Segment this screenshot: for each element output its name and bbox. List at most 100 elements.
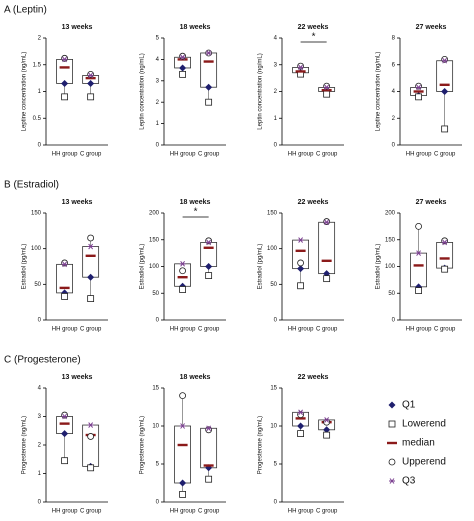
y-tick-label: 2 bbox=[156, 100, 160, 106]
median-marker bbox=[177, 443, 188, 447]
q1-marker bbox=[87, 79, 95, 87]
y-tick-label: 100 bbox=[149, 264, 160, 270]
box bbox=[56, 59, 73, 84]
median-marker bbox=[387, 441, 397, 445]
y-tick-label: 50 bbox=[270, 282, 277, 288]
q3-marker bbox=[441, 57, 448, 64]
box bbox=[200, 242, 218, 267]
q1-marker bbox=[205, 83, 213, 91]
q3-marker bbox=[323, 84, 330, 91]
x-tick-label: HH group bbox=[170, 152, 196, 158]
y-tick-label: 5 bbox=[156, 36, 160, 42]
upperend-marker bbox=[179, 267, 187, 275]
x-tick-label: C group bbox=[316, 152, 338, 158]
y-axis-label: Estradiol (pg/mL) bbox=[376, 244, 382, 290]
y-tick-label: 3 bbox=[38, 414, 42, 420]
chart-title: 27 weeks bbox=[416, 24, 447, 31]
y-tick-label: 2 bbox=[38, 443, 42, 449]
y-tick-label: 8 bbox=[392, 36, 396, 42]
q3-marker bbox=[415, 84, 422, 91]
q3-marker bbox=[87, 422, 94, 428]
box bbox=[200, 427, 218, 469]
median-marker bbox=[295, 249, 306, 253]
chart-title: 13 weeks bbox=[62, 24, 93, 31]
upperend-marker bbox=[87, 234, 95, 242]
x-tick-label: C group bbox=[316, 509, 338, 515]
y-tick-label: 2 bbox=[274, 89, 278, 95]
lowerend-marker bbox=[205, 475, 213, 483]
y-tick-label: 4 bbox=[156, 57, 160, 63]
upperend-marker bbox=[87, 70, 95, 78]
legend-label: Q3 bbox=[402, 476, 416, 487]
box bbox=[436, 60, 454, 92]
legend-label: Q1 bbox=[402, 400, 416, 411]
q3-marker bbox=[61, 413, 68, 420]
median-marker bbox=[321, 259, 332, 262]
box bbox=[82, 424, 100, 467]
y-axis-label: Progesterone (ng/mL) bbox=[258, 416, 264, 474]
box bbox=[436, 242, 454, 269]
x-tick-label: C group bbox=[198, 327, 220, 333]
q3-marker bbox=[179, 54, 186, 61]
median-marker bbox=[85, 76, 96, 80]
median-marker bbox=[439, 83, 450, 87]
lowerend-marker bbox=[61, 93, 68, 101]
median-marker bbox=[177, 276, 188, 279]
q1-marker bbox=[297, 265, 305, 273]
x-tick-label: C group bbox=[434, 327, 456, 333]
section-label: C (Progesterone) bbox=[4, 355, 81, 366]
y-tick-label: 0 bbox=[38, 143, 42, 149]
x-tick-label: HH group bbox=[52, 327, 78, 333]
lowerend-marker bbox=[61, 457, 68, 465]
y-axis-label: Leptin concentration (ng/mL) bbox=[140, 53, 146, 129]
y-tick-label: 100 bbox=[267, 246, 278, 252]
y-tick-label: 1.5 bbox=[33, 62, 42, 68]
x-tick-label: C group bbox=[434, 152, 456, 158]
q3-marker bbox=[61, 56, 68, 63]
chart-title: 22 weeks bbox=[298, 374, 329, 381]
lowerend-marker bbox=[415, 93, 423, 101]
x-tick-label: HH group bbox=[52, 152, 78, 158]
y-tick-label: 50 bbox=[34, 282, 41, 288]
y-tick-label: 0 bbox=[156, 143, 160, 149]
y-tick-label: 1 bbox=[156, 121, 160, 127]
lowerend-marker bbox=[61, 293, 68, 300]
lowerend-marker bbox=[323, 90, 331, 98]
lowerend-marker bbox=[87, 93, 95, 101]
y-axis-label: Leptin concentration (ng/mL) bbox=[258, 53, 264, 129]
y-tick-label: 0 bbox=[156, 318, 160, 324]
y-tick-label: 5 bbox=[274, 462, 278, 468]
lowerend-marker bbox=[441, 125, 449, 133]
y-tick-label: 0 bbox=[274, 500, 278, 506]
legend-label: median bbox=[402, 438, 435, 449]
legend-label: Upperend bbox=[402, 457, 446, 468]
x-tick-label: C group bbox=[80, 327, 102, 333]
upperend-marker bbox=[179, 52, 187, 60]
y-tick-label: 10 bbox=[270, 424, 277, 430]
y-axis-label: Leptine concentration (ng/mL) bbox=[22, 52, 28, 132]
median-marker bbox=[413, 90, 424, 93]
y-tick-label: 200 bbox=[385, 211, 396, 217]
chart-title: 27 weeks bbox=[416, 199, 447, 206]
lowerend-marker bbox=[297, 282, 305, 290]
q3-marker bbox=[415, 250, 422, 256]
y-tick-label: 0 bbox=[392, 143, 396, 149]
lowerend-marker bbox=[179, 70, 187, 78]
lowerend-marker bbox=[323, 431, 331, 439]
y-tick-label: 50 bbox=[152, 291, 159, 297]
y-tick-label: 0 bbox=[274, 318, 278, 324]
x-tick-label: HH group bbox=[170, 327, 196, 333]
x-tick-label: HH group bbox=[170, 509, 196, 515]
upperend-marker bbox=[87, 433, 95, 440]
q3-marker bbox=[179, 423, 186, 429]
lowerend-marker bbox=[415, 287, 423, 294]
lowerend-marker bbox=[323, 275, 331, 283]
y-tick-label: 100 bbox=[385, 264, 396, 270]
box bbox=[174, 425, 192, 484]
box bbox=[318, 221, 336, 275]
q1-marker bbox=[441, 88, 449, 95]
x-tick-label: HH group bbox=[288, 509, 314, 515]
y-tick-label: 3 bbox=[156, 78, 160, 84]
y-tick-label: 15 bbox=[152, 386, 159, 392]
